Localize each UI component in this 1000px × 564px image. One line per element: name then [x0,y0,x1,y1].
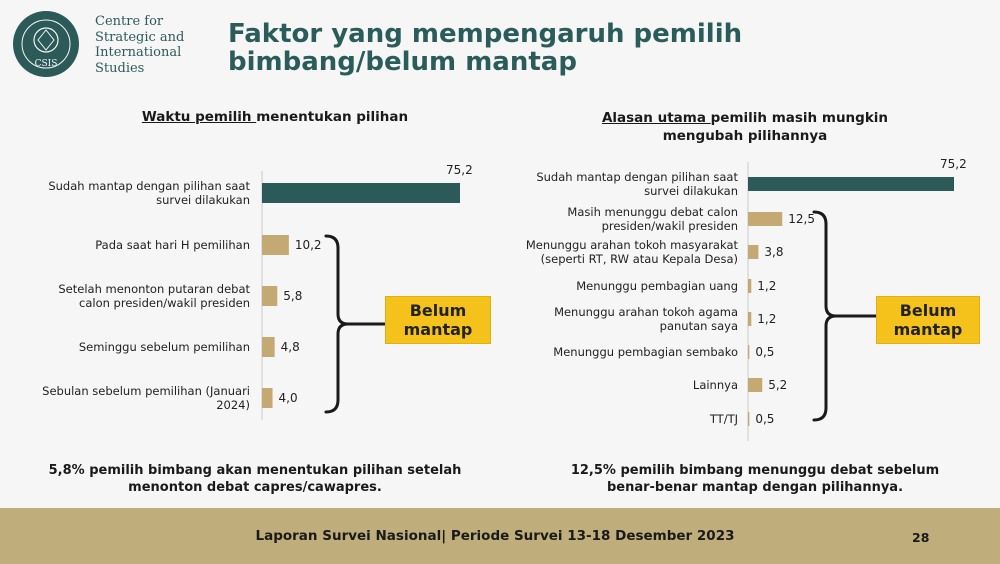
right-category-label-5: Menunggu pembagian sembako [553,345,738,359]
right-bar-4 [748,312,752,326]
org-name: Centre for Strategic and International S… [95,14,185,76]
right-category-label-7: TT/TJ [709,412,738,426]
left-category-label-2: Setelah menonton putaran debat calon pre… [58,282,250,310]
right-category-label-4: Menunggu arahan tokoh agama panutan saya [554,305,738,333]
footer-text: Laporan Survei Nasional| Periode Survei … [255,528,735,544]
right-chart-title-underlined: Alasan utama [601,110,711,126]
left-value-label-3: 4,8 [280,340,300,354]
left-value-label-0: 75,2 [446,163,473,177]
right-bar-6 [748,378,763,392]
right-bar-0 [748,177,954,191]
left-value-label-2: 5,8 [283,289,303,303]
left-bar-2 [262,286,278,306]
right-value-label-2: 3,8 [764,245,784,259]
right-bar-2 [748,245,759,259]
right-bar-5 [748,345,750,359]
right-bar-7 [748,412,750,426]
charts-canvas [261,162,954,441]
right-bar-1 [748,212,783,226]
right-value-label-7: 0,5 [755,412,775,426]
right-bracket [812,210,837,422]
csis-logo: CSIS [13,11,79,77]
footer-bar: Laporan Survei Nasional| Periode Survei … [0,508,1000,564]
right-category-label-3: Menunggu pembagian uang [576,279,738,293]
logo-text: CSIS [35,59,58,69]
left-chart-title-underlined: Waktu pemilih [141,109,257,125]
left-category-label-1: Pada saat hari H pemilihan [95,238,250,252]
left-bar-0 [262,183,460,203]
left-value-label-1: 10,2 [294,238,322,252]
left-bar-4 [262,388,273,408]
left-value-label-4: 4,0 [278,391,298,405]
right-category-label-0: Sudah mantap dengan pilihan saat survei … [536,170,738,198]
right-value-label-5: 0,5 [755,345,775,359]
left-chart-title: Waktu pemilih menentukan pilihan [80,108,470,126]
left-category-label-4: Sebulan sebelum pemilihan (Januari 2024) [42,384,250,412]
page-title: Faktor yang mempengaruh pemilih bimbang/… [228,19,743,77]
left-category-label-3: Seminggu sebelum pemilihan [78,340,250,354]
right-bottom-note: 12,5% pemilih bimbang menunggu debat seb… [570,463,940,495]
left-bar-3 [262,337,275,357]
right-value-label-3: 1,2 [757,279,777,293]
left-belum-mantap-box: Belum mantap [385,296,491,344]
right-belum-mantap-box: Belum mantap [876,296,980,344]
right-category-label-1: Masih menunggu debat calon presiden/waki… [567,205,738,233]
right-chart-title: Alasan utama pemilih masih mungkin mengu… [565,109,925,145]
right-value-label-1: 12,5 [788,212,815,226]
right-category-label-2: Menunggu arahan tokoh masyarakat (sepert… [525,238,738,266]
left-chart-title-rest: menentukan pilihan [256,109,409,125]
left-bottom-note: 5,8% pemilih bimbang akan menentukan pil… [48,463,462,495]
right-category-label-6: Lainnya [692,378,738,392]
left-category-label-0: Sudah mantap dengan pilihan saat survei … [48,179,250,207]
right-value-label-4: 1,2 [757,312,777,326]
right-value-label-6: 5,2 [768,378,788,392]
left-bracket [324,234,349,414]
page-number: 28 [912,530,930,545]
right-bar-3 [748,279,752,293]
right-chart-title-rest: pemilih masih mungkin mengubah pilihanny… [662,110,889,144]
right-value-label-0: 75,2 [940,157,967,171]
left-bar-1 [262,235,289,255]
